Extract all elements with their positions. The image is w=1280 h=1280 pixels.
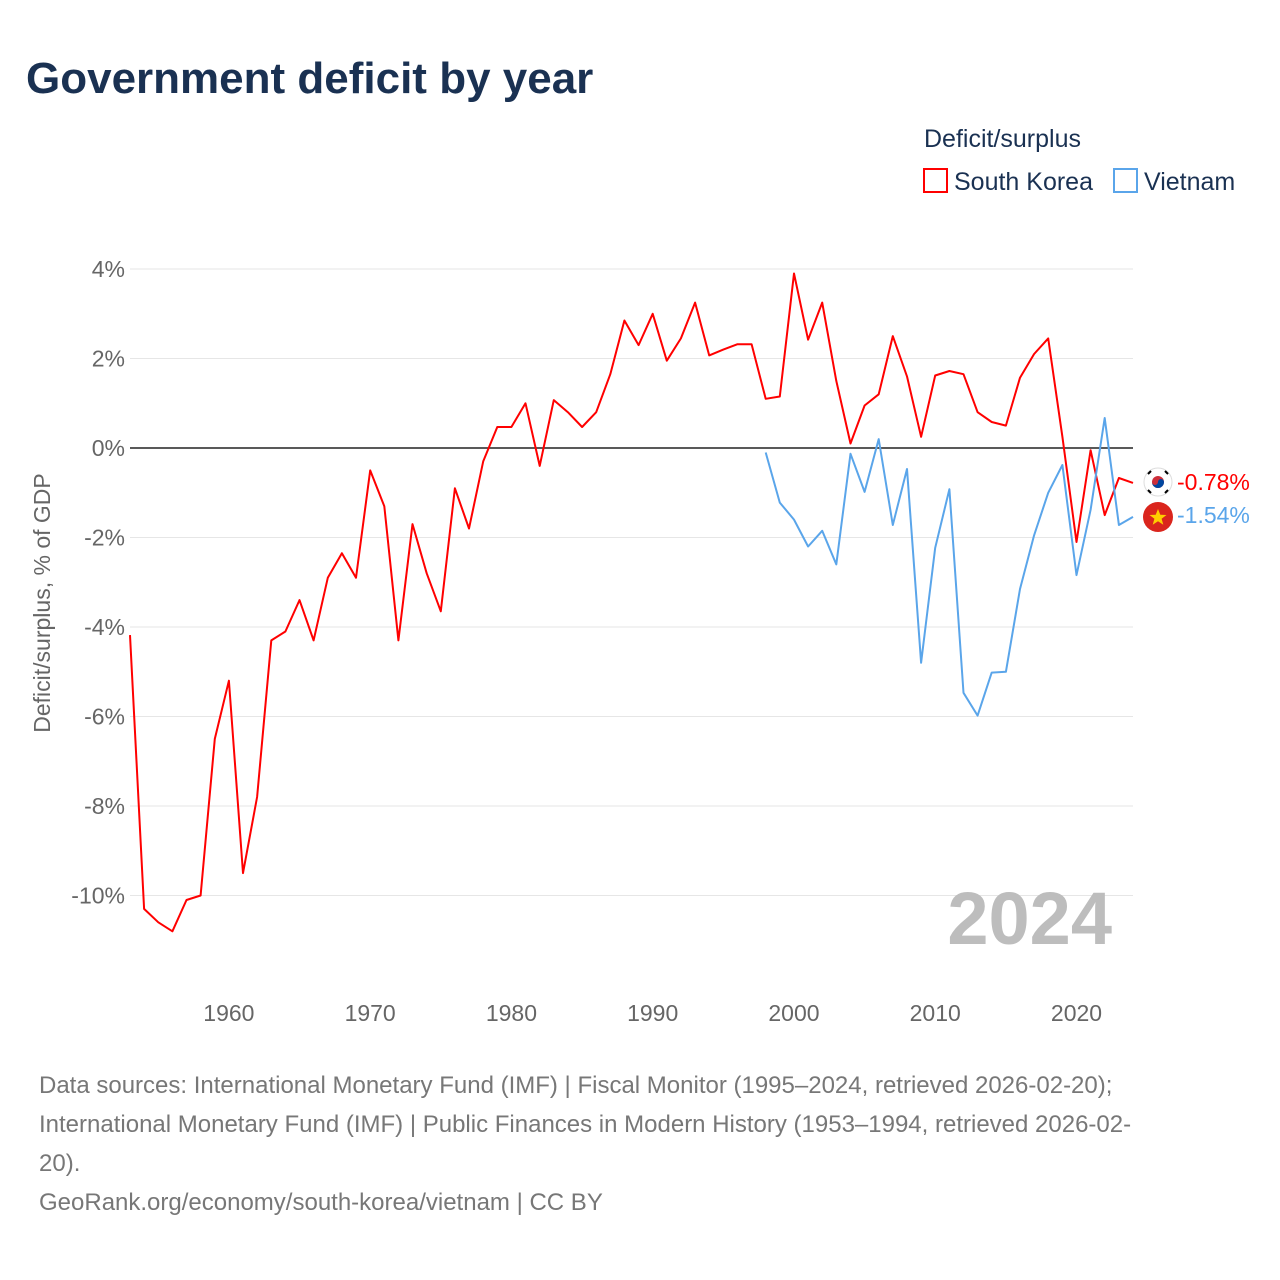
end-label-vietnam: -1.54% (1177, 502, 1250, 528)
attribution-link[interactable]: GeoRank.org/economy/south-korea/vietnam … (39, 1189, 603, 1216)
x-tick-label: 1970 (345, 1000, 396, 1026)
footer: Data sources: International Monetary Fun… (39, 1072, 1131, 1216)
legend-swatch-vietnam (1113, 168, 1138, 193)
x-tick-label: 1980 (486, 1000, 537, 1026)
x-axis-ticks: 1960 1970 1980 1990 2000 2010 2020 (203, 1000, 1102, 1026)
year-display: 2024 (947, 877, 1112, 960)
legend-label-south-korea[interactable]: South Korea (954, 168, 1093, 196)
gridlines (130, 268, 1133, 896)
south-korea-flag-icon (1143, 467, 1173, 497)
y-tick-label: -8% (84, 793, 125, 819)
end-label-south-korea: -0.78% (1177, 469, 1250, 495)
source-line-1: Data sources: International Monetary Fun… (39, 1072, 1112, 1099)
y-tick-label: 0% (92, 435, 125, 461)
end-markers: -0.78% -1.54% (1143, 467, 1250, 532)
y-tick-label: -2% (84, 525, 125, 551)
y-axis-ticks: 4% 2% 0% -2% -4% -6% -8% -10% (71, 256, 125, 909)
legend-swatch-south-korea (923, 168, 948, 193)
x-tick-label: 1990 (627, 1000, 678, 1026)
legend-title: Deficit/surplus (924, 125, 1081, 153)
series-line-south-korea (129, 272, 1134, 933)
y-tick-label: 4% (92, 256, 125, 282)
source-line-2: International Monetary Fund (IMF) | Publ… (39, 1111, 1131, 1138)
x-tick-label: 2010 (910, 1000, 961, 1026)
x-tick-label: 2020 (1051, 1000, 1102, 1026)
page-title: Government deficit by year (26, 54, 593, 103)
y-tick-label: 2% (92, 346, 125, 372)
series-line-vietnam (764, 417, 1134, 717)
y-tick-label: -6% (84, 704, 125, 730)
vietnam-flag-icon (1143, 502, 1173, 532)
series-lines (129, 272, 1134, 933)
source-line-3: 20). (39, 1150, 80, 1177)
x-tick-label: 1960 (203, 1000, 254, 1026)
y-axis-label: Deficit/surplus, % of GDP (29, 473, 55, 732)
x-tick-label: 2000 (768, 1000, 819, 1026)
y-tick-label: -4% (84, 614, 125, 640)
y-tick-label: -10% (71, 883, 125, 909)
legend-label-vietnam[interactable]: Vietnam (1144, 168, 1235, 196)
legend: Deficit/surplus South Korea Vietnam (923, 125, 1235, 196)
